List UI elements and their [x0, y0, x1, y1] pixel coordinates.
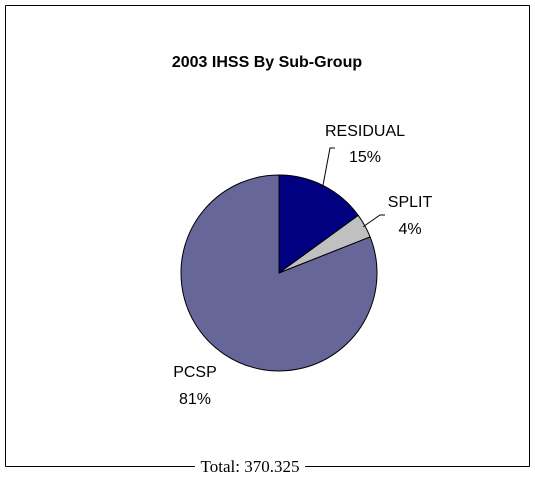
- slice-value-label: 4%: [398, 221, 421, 238]
- slice-label: SPLIT: [388, 194, 433, 211]
- slice-value-label: 15%: [349, 149, 381, 166]
- leader-line: [362, 214, 385, 228]
- slice-label: RESIDUAL: [325, 123, 405, 140]
- slice-label: PCSP: [173, 364, 217, 381]
- chart-title: 2003 IHSS By Sub-Group: [172, 54, 362, 71]
- pie-slice: [278, 174, 359, 274]
- footer: Total: 370.325: [201, 457, 300, 476]
- leader-line: [322, 147, 335, 188]
- pie-slice: [180, 174, 378, 372]
- frame: [5, 5, 530, 467]
- slice-value-label: 81%: [179, 391, 211, 408]
